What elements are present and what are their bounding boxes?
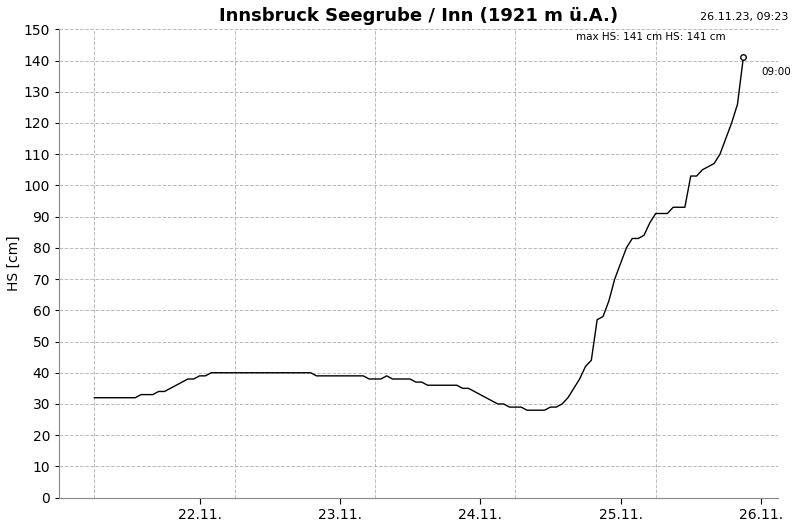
Title: Innsbruck Seegrube / Inn (1921 m ü.A.): Innsbruck Seegrube / Inn (1921 m ü.A.)	[219, 7, 618, 25]
Text: 09:00: 09:00	[761, 67, 790, 77]
Text: 26.11.23, 09:23: 26.11.23, 09:23	[700, 12, 788, 22]
Text: max HS: 141 cm HS: 141 cm: max HS: 141 cm HS: 141 cm	[576, 32, 726, 42]
Y-axis label: HS [cm]: HS [cm]	[7, 235, 21, 291]
